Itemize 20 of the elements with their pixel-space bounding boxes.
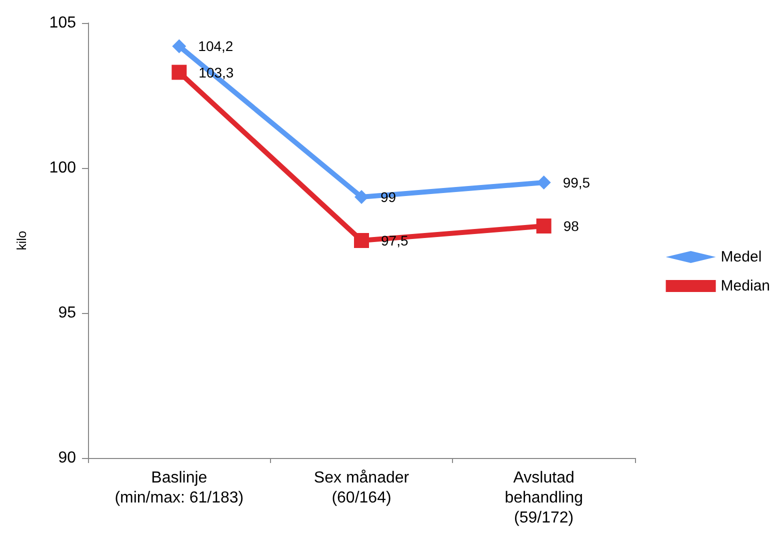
data-label: 99: [380, 189, 396, 205]
data-label: 99,5: [562, 174, 590, 190]
x-tick-label: Avslutad behandling (59/172): [504, 470, 583, 526]
x-tick-label: Sex månader (60/164): [314, 470, 410, 506]
point: [354, 233, 369, 248]
x-tick-label: Baslinje (min/max: 61/183): [114, 470, 244, 506]
legend-label: Medel: [720, 248, 762, 266]
y-tick-label: 100: [49, 160, 76, 176]
point: [354, 190, 368, 204]
y-tick-label: 90: [58, 450, 76, 466]
y-tick-label: 95: [58, 304, 76, 322]
point: [536, 218, 552, 234]
legend-label: Median: [720, 278, 770, 294]
y-axis-title: kilo: [14, 230, 29, 250]
point: [172, 64, 187, 80]
point: [172, 39, 186, 54]
point: [536, 176, 551, 190]
data-label: 104,2: [198, 38, 234, 54]
data-label: 98: [563, 218, 580, 234]
y-tick-label: 105: [49, 14, 76, 32]
